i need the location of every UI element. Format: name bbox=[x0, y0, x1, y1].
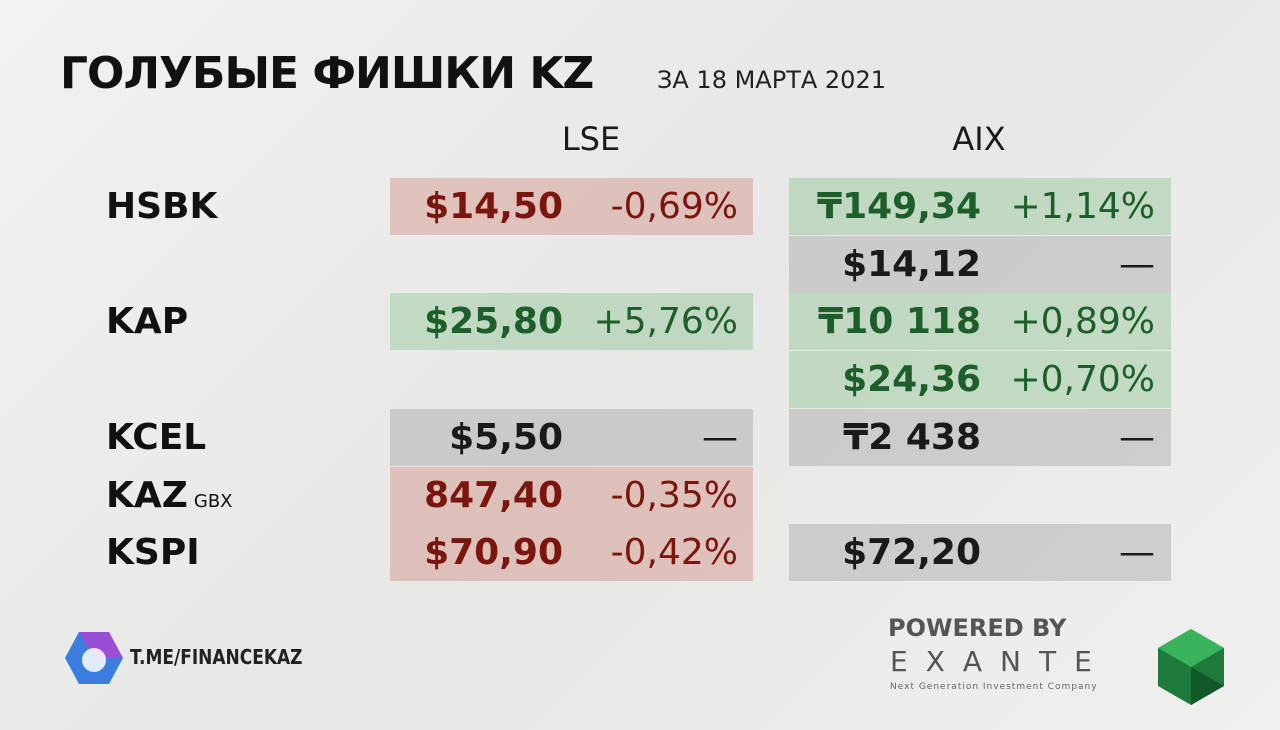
price: $14,50 bbox=[424, 186, 563, 227]
quote-cell: $25,80 +5,76% bbox=[390, 293, 753, 351]
change: — bbox=[702, 416, 738, 458]
price: 847,40 bbox=[424, 474, 563, 516]
change: +1,14% bbox=[1010, 186, 1155, 227]
price: $72,20 bbox=[842, 532, 981, 574]
price: ₸149,34 bbox=[817, 186, 981, 227]
price: $70,90 bbox=[424, 532, 563, 574]
ticker: KSPI bbox=[106, 532, 200, 574]
price: ₸10 118 bbox=[818, 301, 981, 343]
change: — bbox=[1119, 532, 1155, 574]
quote-cell: $14,12 — bbox=[789, 235, 1171, 293]
quote-cell: ₸10 118 +0,89% bbox=[789, 293, 1171, 351]
brand: EXANTE bbox=[890, 645, 1110, 678]
title: ГОЛУБЫЕ ФИШКИ KZ bbox=[60, 48, 594, 99]
quote-cell: $70,90 -0,42% bbox=[390, 524, 753, 582]
change: +5,76% bbox=[593, 301, 738, 343]
change: -0,69% bbox=[610, 186, 738, 227]
change: — bbox=[1119, 243, 1155, 285]
change: -0,35% bbox=[610, 474, 738, 516]
channel-link[interactable]: T.ME/FINANCEKAZ bbox=[130, 645, 303, 669]
unit-note: GBX bbox=[193, 490, 233, 512]
ticker: KCEL bbox=[106, 416, 207, 458]
subtitle: ЗА 18 МАРТА 2021 bbox=[657, 66, 886, 94]
price: $5,50 bbox=[449, 416, 563, 458]
ticker: KAP bbox=[106, 301, 189, 343]
change: — bbox=[1119, 416, 1155, 458]
price: $25,80 bbox=[424, 301, 563, 343]
quote-cell: ₸2 438 — bbox=[789, 408, 1171, 466]
powered-by: POWERED BY bbox=[888, 614, 1067, 642]
column-header: AIX bbox=[952, 120, 1006, 158]
tagline: Next Generation Investment Company bbox=[890, 682, 1098, 692]
quote-cell: ₸149,34 +1,14% bbox=[789, 178, 1171, 235]
column-header: LSE bbox=[561, 120, 621, 158]
change: +0,89% bbox=[1010, 301, 1155, 343]
brand-logo bbox=[1158, 629, 1224, 705]
quote-cell: 847,40 -0,35% bbox=[390, 466, 753, 524]
ticker: HSBK bbox=[106, 186, 218, 227]
quote-cell: $5,50 — bbox=[390, 408, 753, 466]
channel-logo bbox=[65, 632, 123, 684]
change: +0,70% bbox=[1010, 359, 1155, 401]
ticker: KAZ GBX bbox=[106, 474, 233, 516]
price: ₸2 438 bbox=[843, 416, 981, 458]
quote-cell: $14,50 -0,69% bbox=[390, 178, 753, 235]
change: -0,42% bbox=[610, 532, 738, 574]
price: $24,36 bbox=[842, 359, 981, 401]
quote-cell: $72,20 — bbox=[789, 524, 1171, 582]
quote-cell: $24,36 +0,70% bbox=[789, 351, 1171, 409]
price: $14,12 bbox=[842, 243, 981, 285]
